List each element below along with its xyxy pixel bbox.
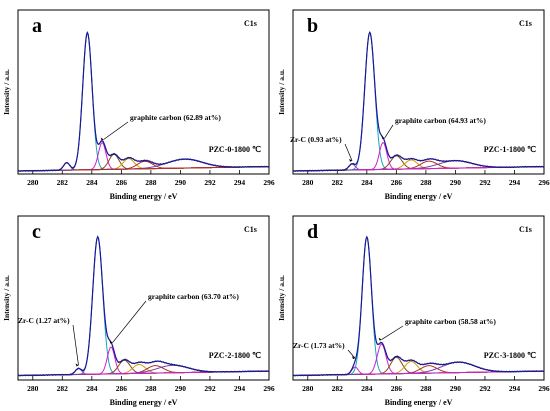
plot-frame (17, 215, 270, 381)
x-tick-label: 296 (263, 178, 275, 187)
annotation-arrow-line (381, 325, 404, 340)
plot-frame (292, 9, 545, 175)
x-tick-label: 290 (450, 178, 462, 187)
component-peak-c5 (18, 365, 269, 377)
region-title: C1s (244, 19, 257, 28)
x-tick-label: 280 (302, 178, 314, 187)
x-tick-label: 282 (57, 384, 69, 393)
panel-letter: a (32, 15, 42, 37)
fitted-envelope (18, 235, 269, 377)
plot-frame (17, 9, 270, 175)
x-tick-label: 290 (175, 178, 187, 187)
x-tick-label: 292 (479, 384, 491, 393)
x-tick-label: 294 (509, 384, 521, 393)
annotation-arrow-line (112, 300, 147, 343)
annotation-label: Zr-C (0.93 at%) (290, 135, 342, 144)
sample-label: PZC-0-1800 ℃ (209, 145, 261, 154)
annotation-arrow-line (344, 143, 353, 161)
x-tick-label: 286 (391, 178, 403, 187)
annotation-label: graphite carbon (63.70 at%) (148, 292, 239, 301)
component-peak-c5 (293, 160, 544, 172)
annotation-arrow-line (347, 349, 356, 359)
plot-frame (292, 215, 545, 381)
annotation-label: graphite carbon (64.93 at%) (395, 116, 486, 125)
annotation-arrow-head (109, 340, 113, 344)
x-tick-label: 280 (27, 384, 39, 393)
annotation-arrow-head (381, 136, 385, 140)
annotation-arrow-head (378, 337, 382, 341)
x-tick-label: 294 (234, 178, 246, 187)
annotation-arrow-head (349, 158, 353, 162)
curves (18, 235, 269, 377)
x-tick-label: 280 (302, 384, 314, 393)
x-tick-label: 284 (86, 178, 98, 187)
fitted-envelope (18, 31, 269, 172)
fitted-envelope (293, 31, 544, 172)
fitted-envelope (293, 235, 544, 377)
curves (293, 235, 544, 377)
region-title: C1s (244, 225, 257, 234)
y-axis-label: Intensity / a.u. (277, 69, 286, 115)
annotation-arrow-line (384, 124, 394, 139)
x-tick-label: 296 (538, 178, 550, 187)
panel-c: 280 282 284 286 288 290 292 294 296 Binding energ… (2, 215, 275, 407)
x-axis-label: Binding energy / eV (110, 398, 178, 407)
x-tick-label: 294 (234, 384, 246, 393)
curves (18, 31, 269, 172)
annotation-label: graphite carbon (58.58 at%) (405, 317, 496, 326)
x-tick-label: 286 (116, 178, 128, 187)
region-title: C1s (519, 19, 532, 28)
x-tick-label: 288 (420, 178, 432, 187)
annotation-label: Zr-C (1.27 at%) (18, 316, 70, 325)
x-axis-label: Binding energy / eV (385, 398, 453, 407)
region-title: C1s (519, 225, 532, 234)
x-tick-label: 292 (204, 384, 216, 393)
panel-letter: d (307, 221, 318, 243)
annotation-arrow-line (72, 324, 79, 366)
x-tick-label: 288 (145, 178, 157, 187)
annotation-arrow-line (103, 121, 129, 140)
x-tick-label: 292 (479, 178, 491, 187)
x-tick-label: 284 (361, 178, 373, 187)
y-axis-label: Intensity / a.u. (277, 275, 286, 321)
annotation-arrow-head (75, 363, 79, 367)
x-tick-label: 284 (361, 384, 373, 393)
sample-label: PZC-3-1800 ℃ (484, 351, 536, 360)
x-tick-label: 294 (509, 178, 521, 187)
annotation-label: graphite carbon (62.89 at%) (130, 113, 221, 122)
y-axis-label: Intensity / a.u. (2, 69, 11, 115)
x-tick-label: 282 (57, 178, 69, 187)
x-axis-label: Binding energy / eV (110, 192, 178, 201)
x-tick-label: 292 (204, 178, 216, 187)
annotation-arrow-head (100, 137, 104, 141)
annotation-arrow-head (352, 356, 356, 360)
annotation-label: Zr-C (1.73 at%) (293, 341, 345, 350)
x-tick-label: 290 (175, 384, 187, 393)
curves (293, 31, 544, 172)
sample-label: PZC-2-1800 ℃ (209, 351, 261, 360)
panel-d: 280 282 284 286 288 290 292 294 296 Binding energ… (277, 215, 550, 407)
y-axis-label: Intensity / a.u. (2, 275, 11, 321)
x-tick-label: 282 (332, 178, 344, 187)
sample-label: PZC-1-1800 ℃ (484, 145, 536, 154)
x-tick-label: 282 (332, 384, 344, 393)
x-tick-label: 296 (263, 384, 275, 393)
x-tick-label: 284 (86, 384, 98, 393)
x-tick-label: 286 (391, 384, 403, 393)
x-tick-label: 288 (145, 384, 157, 393)
panel-a: 280 282 284 286 288 290 292 294 296 Binding energ… (2, 9, 275, 201)
x-tick-label: 290 (450, 384, 462, 393)
panel-letter: c (32, 221, 41, 243)
x-tick-label: 288 (420, 384, 432, 393)
panel-letter: b (307, 15, 318, 37)
x-tick-label: 280 (27, 178, 39, 187)
x-tick-label: 296 (538, 384, 550, 393)
panel-b: 280 282 284 286 288 290 292 294 296 Binding energ… (277, 9, 550, 201)
x-tick-label: 286 (116, 384, 128, 393)
x-axis-label: Binding energy / eV (385, 192, 453, 201)
